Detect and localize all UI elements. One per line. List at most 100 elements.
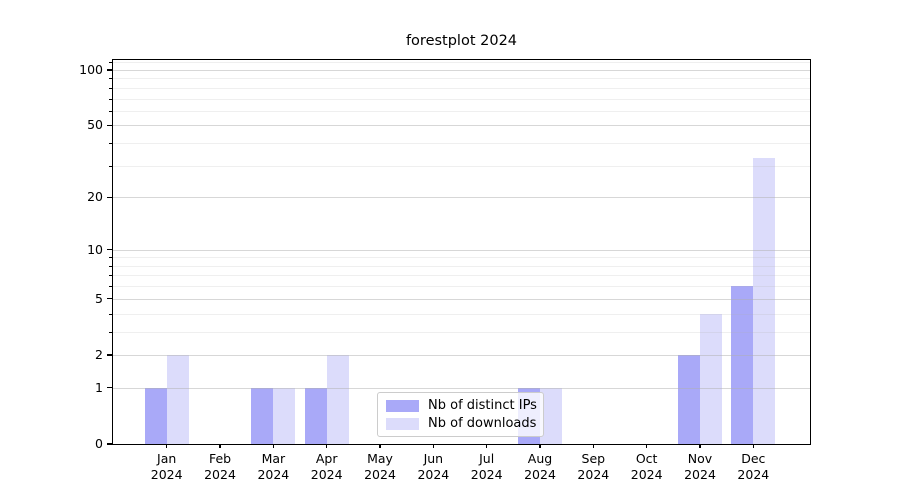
bar-dec-distinct-ips — [731, 286, 754, 444]
x-tick-year-may: 2024 — [364, 466, 396, 482]
bar-nov-downloads — [700, 313, 722, 444]
bar-mar-distinct-ips — [251, 387, 274, 444]
x-tick-label-aug: Aug 2024 — [509, 451, 571, 482]
y-minor-tick-90 — [109, 78, 112, 80]
x-tick-mar — [272, 444, 274, 449]
x-tick-year-mar: 2024 — [257, 466, 290, 482]
y-tick-2 — [106, 354, 112, 356]
y-minor-tick-70 — [109, 98, 112, 100]
gridline-minor-4 — [113, 313, 810, 315]
chart-title: forestplot 2024 — [405, 33, 518, 49]
y-minor-tick-30 — [109, 165, 112, 167]
gridline-minor-40 — [113, 143, 810, 145]
x-tick-sep — [592, 444, 594, 449]
y-tick-label-100: 100 — [79, 62, 103, 77]
x-tick-month-jun: Jun — [423, 451, 444, 466]
x-tick-month-oct: Oct — [635, 451, 658, 466]
gridline-minor-70 — [113, 98, 810, 100]
x-tick-label-may: May 2024 — [349, 451, 411, 482]
x-tick-label-jul: Jul 2024 — [456, 451, 518, 482]
x-tick-jun — [432, 444, 434, 449]
y-tick-5 — [106, 298, 112, 300]
legend-label-downloads: Nb of downloads — [428, 416, 537, 431]
bar-mar-downloads — [273, 387, 296, 444]
y-minor-tick-40 — [109, 143, 112, 145]
y-tick-1 — [106, 387, 112, 389]
gridline-minor-7 — [113, 275, 810, 277]
gridline-minor-110 — [113, 62, 810, 64]
x-tick-month-mar: Mar — [261, 451, 286, 466]
y-minor-tick-80 — [109, 87, 112, 89]
gridline-minor-8 — [113, 265, 810, 267]
y-tick-label-50: 50 — [87, 117, 103, 133]
x-tick-label-apr: Apr 2024 — [296, 451, 358, 482]
x-tick-month-jan: Jan — [157, 451, 177, 466]
legend-swatch-distinct-ips — [386, 399, 419, 412]
y-tick-label-2: 2 — [95, 346, 103, 362]
gridline-minor-90 — [113, 78, 810, 80]
y-tick-label-10: 10 — [87, 241, 103, 257]
x-tick-label-feb: Feb 2024 — [189, 451, 251, 482]
gridline-minor-3 — [113, 331, 810, 333]
gridline-minor-6 — [113, 286, 810, 288]
x-tick-year-jun: 2024 — [417, 466, 450, 482]
y-minor-tick-4 — [109, 313, 112, 315]
legend-entry-distinct-ips: Nb of distinct IPs — [386, 398, 537, 413]
x-tick-year-aug: 2024 — [524, 466, 556, 482]
legend-label-distinct-ips: Nb of distinct IPs — [428, 398, 537, 413]
x-tick-month-apr: Apr — [315, 451, 338, 466]
x-tick-label-nov: Nov 2024 — [669, 451, 731, 482]
y-tick-50 — [106, 124, 112, 126]
y-minor-tick-6 — [109, 286, 112, 288]
legend-swatch-downloads — [386, 417, 419, 430]
x-tick-year-jan: 2024 — [150, 466, 183, 482]
x-tick-label-jan: Jan 2024 — [136, 451, 198, 482]
x-tick-month-feb: Feb — [208, 451, 232, 466]
gridline-major-5 — [113, 298, 810, 300]
y-minor-tick-110 — [109, 62, 112, 64]
legend-entry-downloads: Nb of downloads — [386, 416, 537, 431]
x-tick-month-jul: Jul — [479, 451, 495, 466]
x-tick-year-oct: 2024 — [630, 466, 663, 482]
y-tick-label-5: 5 — [95, 290, 103, 306]
x-tick-label-dec: Dec 2024 — [722, 451, 784, 482]
bar-apr-downloads — [326, 354, 349, 444]
x-tick-label-mar: Mar 2024 — [242, 451, 304, 482]
y-tick-10 — [106, 249, 112, 251]
bar-nov-distinct-ips — [678, 354, 700, 444]
y-tick-label-1: 1 — [95, 379, 103, 395]
x-tick-month-nov: Nov — [687, 451, 713, 466]
y-tick-100 — [106, 69, 112, 71]
gridline-major-100 — [113, 70, 810, 71]
x-tick-year-sep: 2024 — [577, 466, 610, 482]
bar-apr-distinct-ips — [304, 387, 327, 444]
gridline-major-50 — [113, 125, 810, 127]
gridline-minor-80 — [113, 87, 810, 89]
x-tick-month-aug: Aug — [527, 451, 553, 466]
x-tick-year-feb: 2024 — [204, 466, 236, 482]
y-minor-tick-8 — [109, 265, 112, 267]
x-tick-year-dec: 2024 — [737, 466, 770, 482]
bar-aug-downloads — [540, 387, 562, 444]
bar-jan-downloads — [166, 354, 189, 444]
bar-dec-downloads — [753, 158, 776, 444]
y-minor-tick-7 — [109, 275, 112, 277]
x-tick-oct — [646, 444, 648, 449]
x-tick-year-apr: 2024 — [310, 466, 343, 482]
x-tick-jan — [166, 444, 168, 449]
x-tick-apr — [326, 444, 328, 449]
x-tick-jul — [486, 444, 488, 449]
x-tick-month-sep: Sep — [581, 451, 606, 466]
x-tick-label-oct: Oct 2024 — [616, 451, 678, 482]
bar-jan-distinct-ips — [144, 387, 167, 444]
gridline-major-2 — [113, 354, 810, 356]
y-minor-tick-9 — [109, 257, 112, 259]
gridline-minor-60 — [113, 110, 810, 112]
x-tick-may — [379, 444, 381, 449]
y-tick-label-20: 20 — [87, 189, 103, 205]
x-tick-label-jun: Jun 2024 — [402, 451, 464, 482]
gridline-minor-30 — [113, 165, 810, 167]
x-tick-month-may: May — [367, 451, 393, 466]
y-minor-tick-60 — [109, 110, 112, 112]
